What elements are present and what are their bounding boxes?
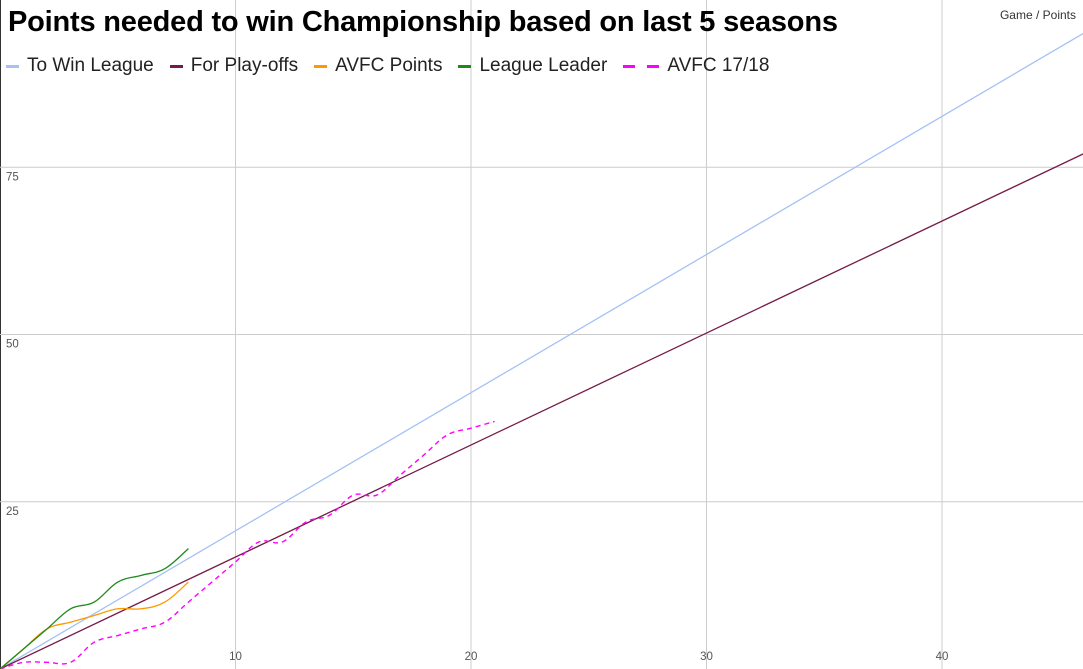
- legend-item: To Win League: [6, 55, 154, 77]
- legend-item: AVFC Points: [314, 55, 442, 77]
- x-tick-label: 20: [465, 651, 478, 663]
- legend-label: To Win League: [27, 55, 154, 76]
- legend: To Win League For Play-offs AVFC Points Lea…: [6, 55, 785, 77]
- series-line-for-play-offs: [0, 153, 1083, 669]
- legend-item: League Leader: [458, 55, 607, 77]
- legend-swatch: [6, 64, 19, 68]
- legend-label: AVFC Points: [335, 55, 443, 76]
- x-tick-label: 40: [936, 651, 949, 663]
- series-line-avfc-17-18: [0, 420, 495, 669]
- legend-label: AVFC 17/18: [667, 55, 770, 76]
- x-tick-label: 10: [229, 651, 242, 663]
- legend-label: For Play-offs: [190, 55, 299, 76]
- legend-swatch: [169, 64, 183, 68]
- legend-swatch: [314, 64, 328, 68]
- y-tick-label: 25: [6, 506, 19, 518]
- x-tick-label: 30: [700, 651, 713, 663]
- series-line-league-leader: [0, 548, 189, 669]
- legend-item: For Play-offs: [169, 55, 299, 77]
- y-tick-label: 50: [6, 339, 19, 351]
- legend-swatch: [623, 64, 660, 68]
- legend-label: League Leader: [479, 55, 608, 76]
- series-line-to-win-league: [0, 32, 1083, 669]
- legend-item: AVFC 17/18: [623, 55, 769, 77]
- legend-swatch: [458, 64, 472, 68]
- y-tick-label: 75: [6, 171, 19, 183]
- chart-title: Points needed to win Championship based …: [8, 6, 838, 38]
- axis-note: Game / Points: [999, 8, 1076, 22]
